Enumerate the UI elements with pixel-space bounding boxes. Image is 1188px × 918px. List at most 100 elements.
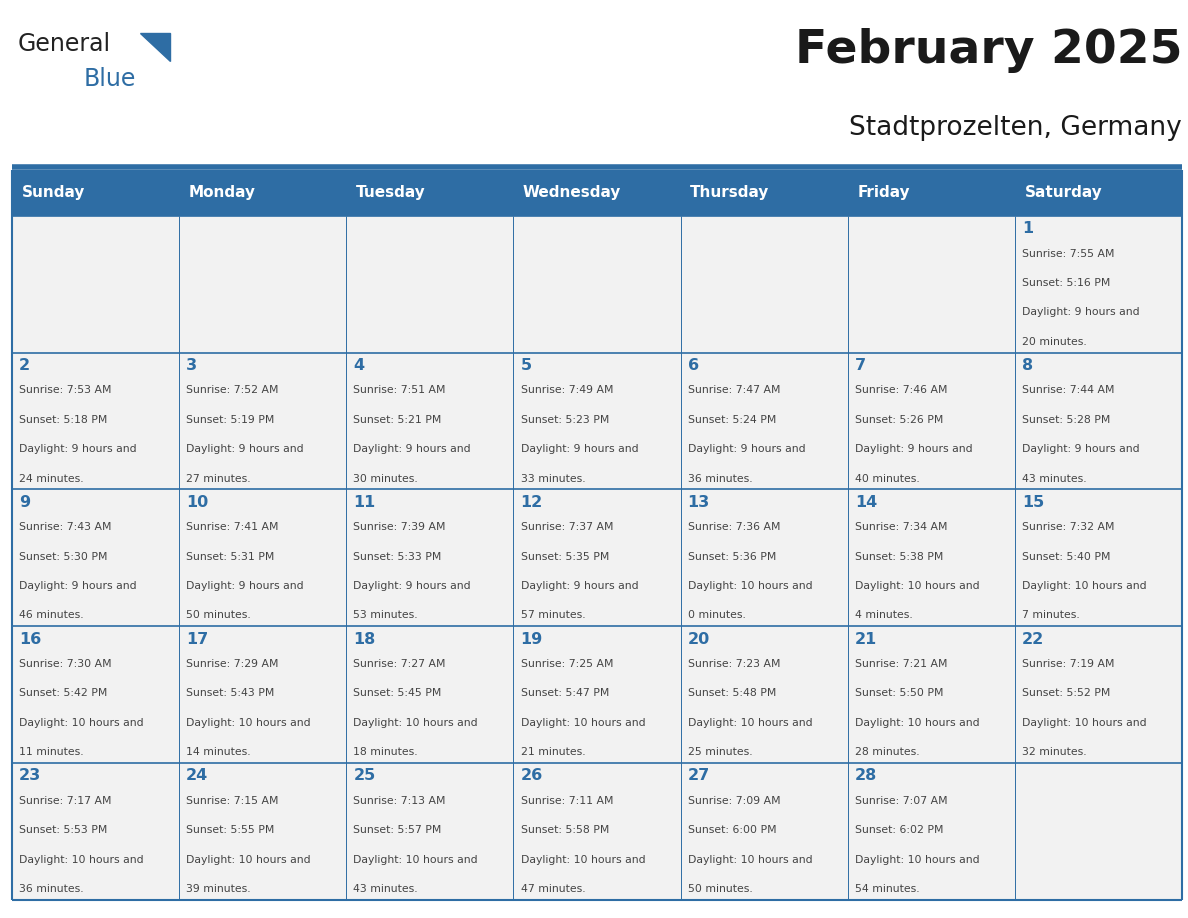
Bar [513, 626, 681, 763]
Text: Sunrise: 7:11 AM: Sunrise: 7:11 AM [520, 796, 613, 806]
Text: 17: 17 [187, 632, 208, 646]
Text: Sunrise: 7:52 AM: Sunrise: 7:52 AM [187, 386, 279, 396]
Bar [12, 170, 1182, 216]
Text: 24 minutes.: 24 minutes. [19, 474, 83, 484]
Text: 15: 15 [1022, 495, 1044, 509]
Text: 4 minutes.: 4 minutes. [855, 610, 912, 621]
Text: 2: 2 [19, 358, 30, 373]
Text: Sunset: 5:47 PM: Sunset: 5:47 PM [520, 688, 609, 699]
Bar [179, 489, 346, 626]
Text: 11: 11 [353, 495, 375, 509]
Bar [179, 626, 346, 763]
Text: Sunrise: 7:37 AM: Sunrise: 7:37 AM [520, 522, 613, 532]
Text: 28: 28 [855, 768, 877, 783]
Text: 1: 1 [1022, 221, 1034, 236]
Text: Sunset: 5:35 PM: Sunset: 5:35 PM [520, 552, 609, 562]
Text: Sunrise: 7:34 AM: Sunrise: 7:34 AM [855, 522, 947, 532]
Bar [681, 489, 848, 626]
Text: Sunset: 5:21 PM: Sunset: 5:21 PM [353, 415, 442, 425]
Text: Stadtprozelten, Germany: Stadtprozelten, Germany [849, 115, 1182, 140]
Text: Monday: Monday [189, 185, 255, 200]
Text: Daylight: 9 hours and: Daylight: 9 hours and [19, 581, 137, 591]
Text: Daylight: 10 hours and: Daylight: 10 hours and [19, 855, 144, 865]
Bar [681, 763, 848, 900]
Text: Sunset: 5:24 PM: Sunset: 5:24 PM [688, 415, 776, 425]
Text: Sunset: 5:33 PM: Sunset: 5:33 PM [353, 552, 442, 562]
Text: Sunrise: 7:29 AM: Sunrise: 7:29 AM [187, 659, 279, 669]
Text: Daylight: 9 hours and: Daylight: 9 hours and [855, 444, 973, 454]
Text: 26: 26 [520, 768, 543, 783]
Text: 16: 16 [19, 632, 42, 646]
Text: Daylight: 10 hours and: Daylight: 10 hours and [688, 855, 813, 865]
Text: Sunday: Sunday [21, 185, 84, 200]
Bar [346, 763, 513, 900]
Text: 8: 8 [1022, 358, 1034, 373]
Text: 53 minutes.: 53 minutes. [353, 610, 418, 621]
Text: Daylight: 9 hours and: Daylight: 9 hours and [19, 444, 137, 454]
Text: Sunrise: 7:17 AM: Sunrise: 7:17 AM [19, 796, 112, 806]
Text: 0 minutes.: 0 minutes. [688, 610, 746, 621]
Text: 30 minutes.: 30 minutes. [353, 474, 418, 484]
Text: 50 minutes.: 50 minutes. [187, 610, 251, 621]
Text: Daylight: 10 hours and: Daylight: 10 hours and [353, 855, 478, 865]
Text: 36 minutes.: 36 minutes. [19, 884, 83, 894]
Bar [1015, 489, 1182, 626]
Text: Sunrise: 7:39 AM: Sunrise: 7:39 AM [353, 522, 446, 532]
Text: Daylight: 10 hours and: Daylight: 10 hours and [19, 718, 144, 728]
Bar [848, 626, 1015, 763]
Text: Sunset: 5:30 PM: Sunset: 5:30 PM [19, 552, 107, 562]
Text: Daylight: 9 hours and: Daylight: 9 hours and [1022, 308, 1139, 318]
Text: Sunset: 5:50 PM: Sunset: 5:50 PM [855, 688, 943, 699]
Text: 57 minutes.: 57 minutes. [520, 610, 586, 621]
Text: 10: 10 [187, 495, 208, 509]
Text: 22: 22 [1022, 632, 1044, 646]
Text: 25: 25 [353, 768, 375, 783]
Bar [346, 353, 513, 489]
Text: Sunset: 5:52 PM: Sunset: 5:52 PM [1022, 688, 1111, 699]
Text: 28 minutes.: 28 minutes. [855, 747, 920, 757]
Polygon shape [140, 33, 170, 61]
Text: 46 minutes.: 46 minutes. [19, 610, 83, 621]
Text: Sunrise: 7:32 AM: Sunrise: 7:32 AM [1022, 522, 1114, 532]
Text: Sunset: 5:16 PM: Sunset: 5:16 PM [1022, 278, 1111, 288]
Text: Thursday: Thursday [690, 185, 770, 200]
Bar [179, 353, 346, 489]
Text: Daylight: 10 hours and: Daylight: 10 hours and [1022, 581, 1146, 591]
Text: Sunset: 5:58 PM: Sunset: 5:58 PM [520, 825, 609, 835]
Text: 27 minutes.: 27 minutes. [187, 474, 251, 484]
Bar [1015, 626, 1182, 763]
Text: Sunrise: 7:36 AM: Sunrise: 7:36 AM [688, 522, 781, 532]
Text: 21 minutes.: 21 minutes. [520, 747, 586, 757]
Text: Sunset: 5:19 PM: Sunset: 5:19 PM [187, 415, 274, 425]
Bar [848, 216, 1015, 353]
Text: 4: 4 [353, 358, 365, 373]
Text: Sunset: 5:53 PM: Sunset: 5:53 PM [19, 825, 107, 835]
Bar [848, 763, 1015, 900]
Text: Daylight: 9 hours and: Daylight: 9 hours and [187, 581, 304, 591]
Text: Sunset: 5:48 PM: Sunset: 5:48 PM [688, 688, 776, 699]
Text: Sunset: 5:23 PM: Sunset: 5:23 PM [520, 415, 609, 425]
Text: Daylight: 10 hours and: Daylight: 10 hours and [688, 718, 813, 728]
Text: 43 minutes.: 43 minutes. [353, 884, 418, 894]
Text: Sunrise: 7:13 AM: Sunrise: 7:13 AM [353, 796, 446, 806]
Text: Daylight: 10 hours and: Daylight: 10 hours and [688, 581, 813, 591]
Text: 3: 3 [187, 358, 197, 373]
Text: Sunrise: 7:21 AM: Sunrise: 7:21 AM [855, 659, 947, 669]
Text: Friday: Friday [858, 185, 910, 200]
Text: 21: 21 [855, 632, 877, 646]
Text: Sunset: 6:02 PM: Sunset: 6:02 PM [855, 825, 943, 835]
Text: Sunset: 5:55 PM: Sunset: 5:55 PM [187, 825, 274, 835]
Text: Daylight: 10 hours and: Daylight: 10 hours and [187, 718, 311, 728]
Bar [179, 763, 346, 900]
Text: 20 minutes.: 20 minutes. [1022, 337, 1087, 347]
Text: 39 minutes.: 39 minutes. [187, 884, 251, 894]
Text: Sunrise: 7:53 AM: Sunrise: 7:53 AM [19, 386, 112, 396]
Text: 14: 14 [855, 495, 877, 509]
Text: 18 minutes.: 18 minutes. [353, 747, 418, 757]
Text: Daylight: 9 hours and: Daylight: 9 hours and [353, 444, 470, 454]
Text: 19: 19 [520, 632, 543, 646]
Text: Daylight: 9 hours and: Daylight: 9 hours and [1022, 444, 1139, 454]
Bar [346, 626, 513, 763]
Text: 43 minutes.: 43 minutes. [1022, 474, 1087, 484]
Text: Sunrise: 7:09 AM: Sunrise: 7:09 AM [688, 796, 781, 806]
